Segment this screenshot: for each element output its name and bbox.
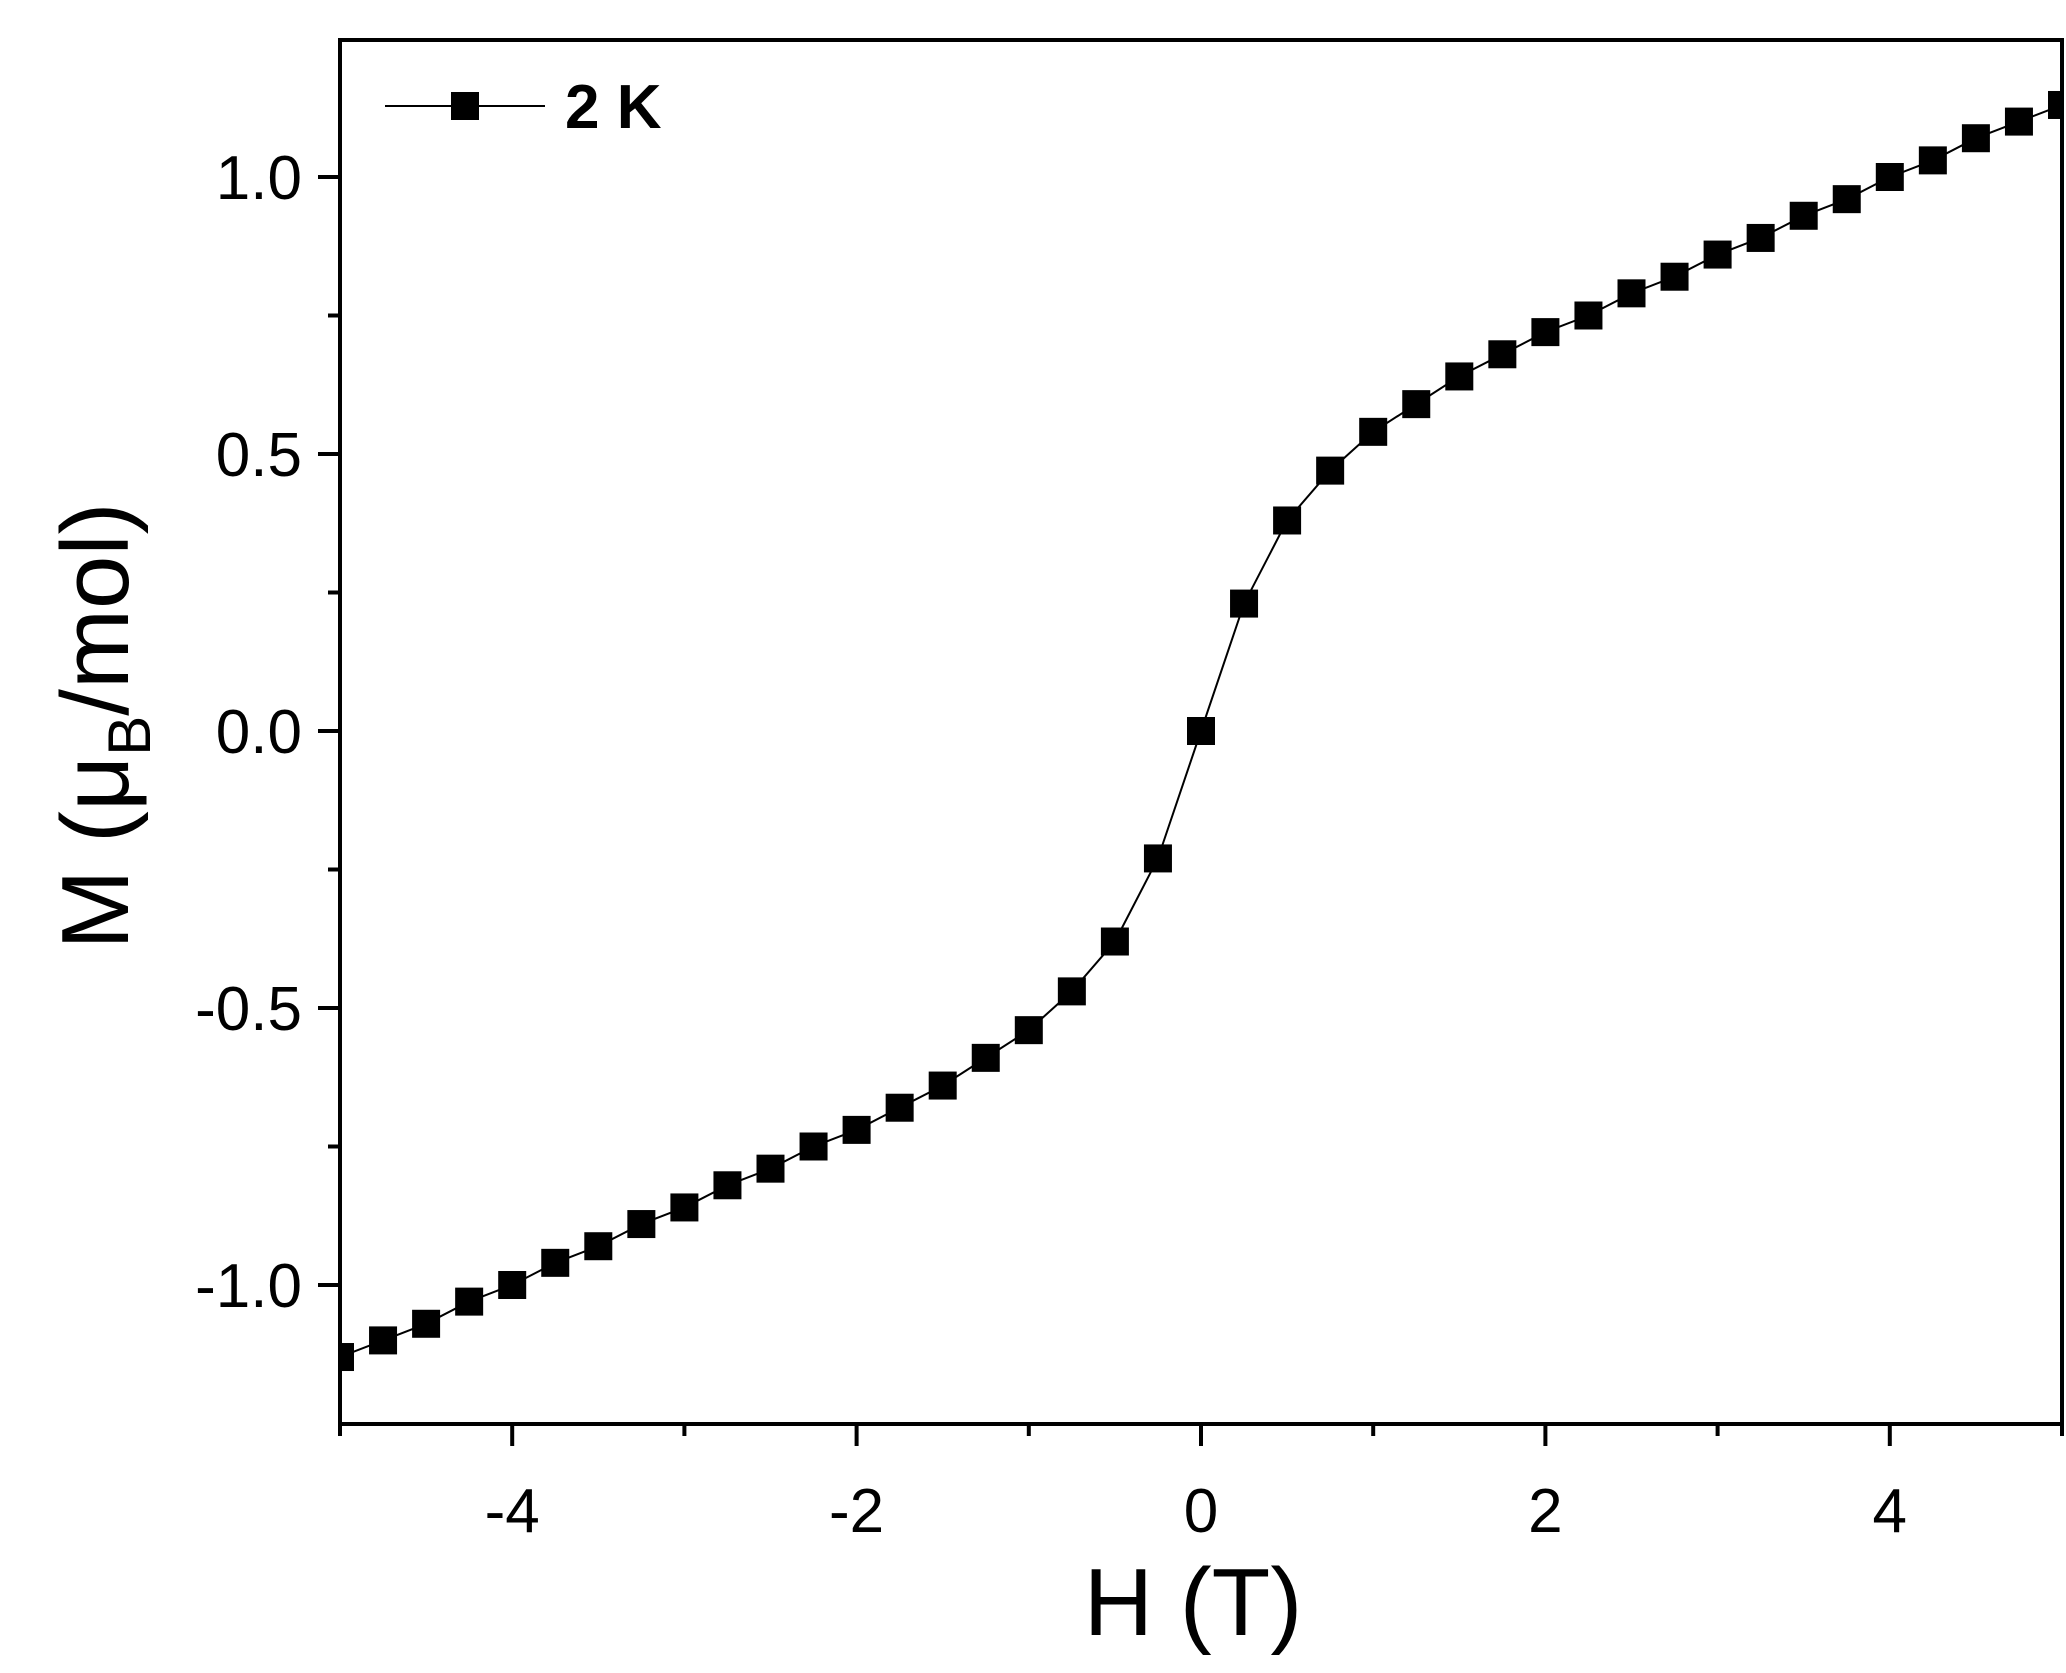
y-tick-label: 1.0	[216, 144, 302, 213]
data-point	[455, 1287, 484, 1316]
data-point	[1746, 223, 1775, 252]
data-point	[928, 1071, 957, 1100]
data-series	[340, 90, 2062, 1372]
x-tick-label: 4	[1873, 1477, 1907, 1546]
data-point	[1703, 240, 1732, 269]
data-point	[1488, 340, 1517, 369]
data-point	[1187, 717, 1215, 745]
axes: -4 -2 0 2 4 -1.0 -0.5 0.0 0.5 1.0	[195, 144, 2064, 1546]
x-axis-title: H (T)	[1084, 1549, 1303, 1656]
y-tick-label: -1.0	[195, 1252, 302, 1321]
data-point	[971, 1043, 1000, 1072]
y-tick-label: 0.0	[216, 698, 302, 767]
data-point	[1100, 927, 1129, 956]
y-axis-title-sub: B	[96, 716, 163, 756]
data-point	[1531, 318, 1560, 347]
data-point	[670, 1193, 699, 1222]
y-axis-title: M (μB/mol)	[42, 502, 163, 949]
data-point	[2048, 90, 2062, 119]
data-point	[584, 1232, 613, 1261]
data-point	[412, 1309, 441, 1338]
x-tick-label: -2	[829, 1477, 884, 1546]
data-point	[2004, 107, 2033, 136]
data-point	[1316, 456, 1345, 485]
data-point	[1574, 301, 1603, 330]
y-axis-title-prefix: M (	[42, 811, 149, 950]
data-point	[756, 1154, 785, 1183]
data-point	[1143, 844, 1172, 873]
data-point	[1875, 163, 1904, 191]
y-tick-label: -0.5	[195, 975, 302, 1044]
data-point	[713, 1171, 742, 1200]
data-point	[1057, 977, 1086, 1006]
data-point	[1402, 390, 1431, 419]
x-tick-label: -4	[485, 1477, 540, 1546]
data-point	[1014, 1016, 1043, 1045]
data-point	[1617, 279, 1646, 308]
data-point	[1445, 362, 1474, 391]
data-point	[1832, 185, 1861, 214]
y-tick-label: 0.5	[216, 421, 302, 490]
data-point	[1359, 417, 1388, 446]
y-axis-title-suffix: /mol)	[42, 502, 149, 715]
legend: 2 K	[385, 73, 662, 142]
data-point	[1918, 146, 1947, 175]
data-point	[541, 1248, 570, 1277]
data-point	[1660, 262, 1689, 291]
data-point	[1961, 124, 1990, 153]
data-point	[498, 1271, 527, 1299]
legend-marker	[451, 92, 479, 120]
y-axis-title-mu: μ	[42, 756, 149, 811]
data-point	[799, 1132, 828, 1161]
x-tick-label: 0	[1184, 1477, 1218, 1546]
data-point	[842, 1115, 871, 1144]
data-point	[369, 1326, 398, 1355]
x-tick-label: 2	[1528, 1477, 1562, 1546]
data-point	[1789, 201, 1818, 230]
data-point	[1230, 589, 1259, 618]
data-point	[340, 1343, 354, 1372]
data-point	[1273, 506, 1302, 535]
data-point	[627, 1210, 656, 1239]
legend-label: 2 K	[565, 73, 662, 142]
data-point	[885, 1093, 914, 1122]
